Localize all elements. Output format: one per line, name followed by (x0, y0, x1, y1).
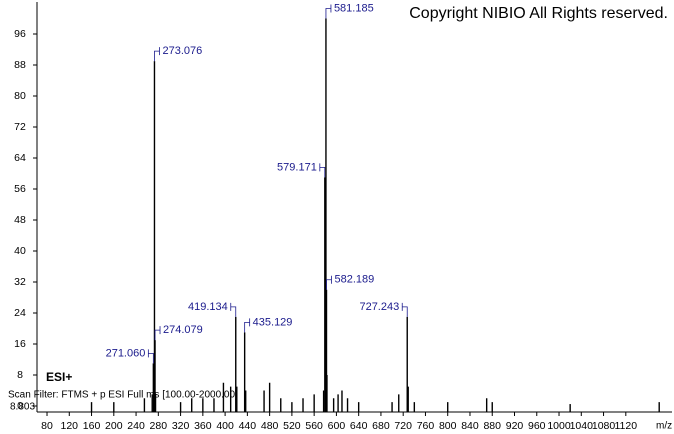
x-tick-label: 1080 (592, 420, 616, 432)
x-tick-label: 1040 (570, 420, 594, 432)
peak-label: 274.079 (163, 324, 203, 336)
y-tick-label: 16 (14, 338, 26, 350)
x-tick-label: 680 (372, 420, 390, 432)
peak-label: 419.134 (188, 301, 228, 313)
x-tick-label: 760 (417, 420, 435, 432)
x-tick-label: 440 (239, 420, 257, 432)
x-tick-label: 80 (41, 420, 53, 432)
x-tick-label: 560 (305, 420, 323, 432)
x-tick-label: 520 (283, 420, 301, 432)
x-tick-label: 920 (506, 420, 524, 432)
label-bracket (326, 275, 332, 290)
peak-label: 579.171 (277, 161, 317, 173)
x-axis-label: m/z (656, 421, 672, 432)
label-bracket (325, 4, 332, 19)
x-tick-label: 880 (483, 420, 501, 432)
x-tick-label: 600 (328, 420, 346, 432)
y-tick-label: 8 (17, 369, 23, 381)
peak-label: 271.060 (106, 347, 146, 359)
y-tick-label: 32 (14, 276, 26, 288)
y-tick-label: 64 (14, 152, 26, 164)
y-tick-label: 0 (17, 400, 23, 412)
x-tick-label: 1120 (615, 420, 638, 432)
x-tick-label: 320 (172, 420, 190, 432)
x-tick-label: 160 (83, 420, 101, 432)
label-bracket (147, 349, 154, 364)
label-bracket (154, 47, 160, 62)
x-tick-label: 200 (105, 420, 123, 432)
x-tick-label: 840 (461, 420, 479, 432)
label-bracket (401, 302, 408, 317)
y-tick-label: 48 (14, 214, 26, 226)
x-tick-label: 1000 (547, 420, 571, 432)
x-tick-label: 480 (261, 420, 279, 432)
copyright: Copyright NIBIO All Rights reserved. (409, 5, 668, 22)
peak-label: 581.185 (334, 2, 374, 14)
y-tick-label: 72 (14, 121, 26, 133)
x-tick-label: 400 (216, 420, 234, 432)
peak-label: 273.076 (162, 45, 202, 57)
peak-label: 727.243 (359, 301, 399, 313)
y-tick-label: 96 (14, 28, 26, 40)
label-bracket (244, 318, 251, 333)
y-tick-label: 80 (14, 90, 26, 102)
peak-label: 435.129 (253, 316, 293, 328)
x-tick-label: 640 (350, 420, 368, 432)
label-bracket (230, 302, 237, 317)
label-bracket (319, 163, 326, 178)
x-tick-label: 240 (127, 420, 145, 432)
x-tick-label: 960 (528, 420, 546, 432)
label-bracket (154, 326, 161, 341)
ionization: ESI+ (46, 370, 72, 384)
peak-label: 582.189 (335, 274, 375, 286)
x-tick-label: 120 (61, 420, 79, 432)
scan-filter: Scan Filter: FTMS + p ESI Full ms [100.0… (8, 390, 238, 401)
intensity: 8.803 (10, 402, 35, 413)
x-tick-label: 360 (194, 420, 212, 432)
y-tick-label: 40 (14, 245, 26, 257)
x-tick-label: 800 (439, 420, 457, 432)
x-tick-label: 720 (394, 420, 412, 432)
y-tick-label: 24 (14, 307, 26, 319)
y-tick-label: 56 (14, 183, 26, 195)
x-tick-label: 280 (150, 420, 168, 432)
y-tick-label: 88 (14, 59, 26, 71)
